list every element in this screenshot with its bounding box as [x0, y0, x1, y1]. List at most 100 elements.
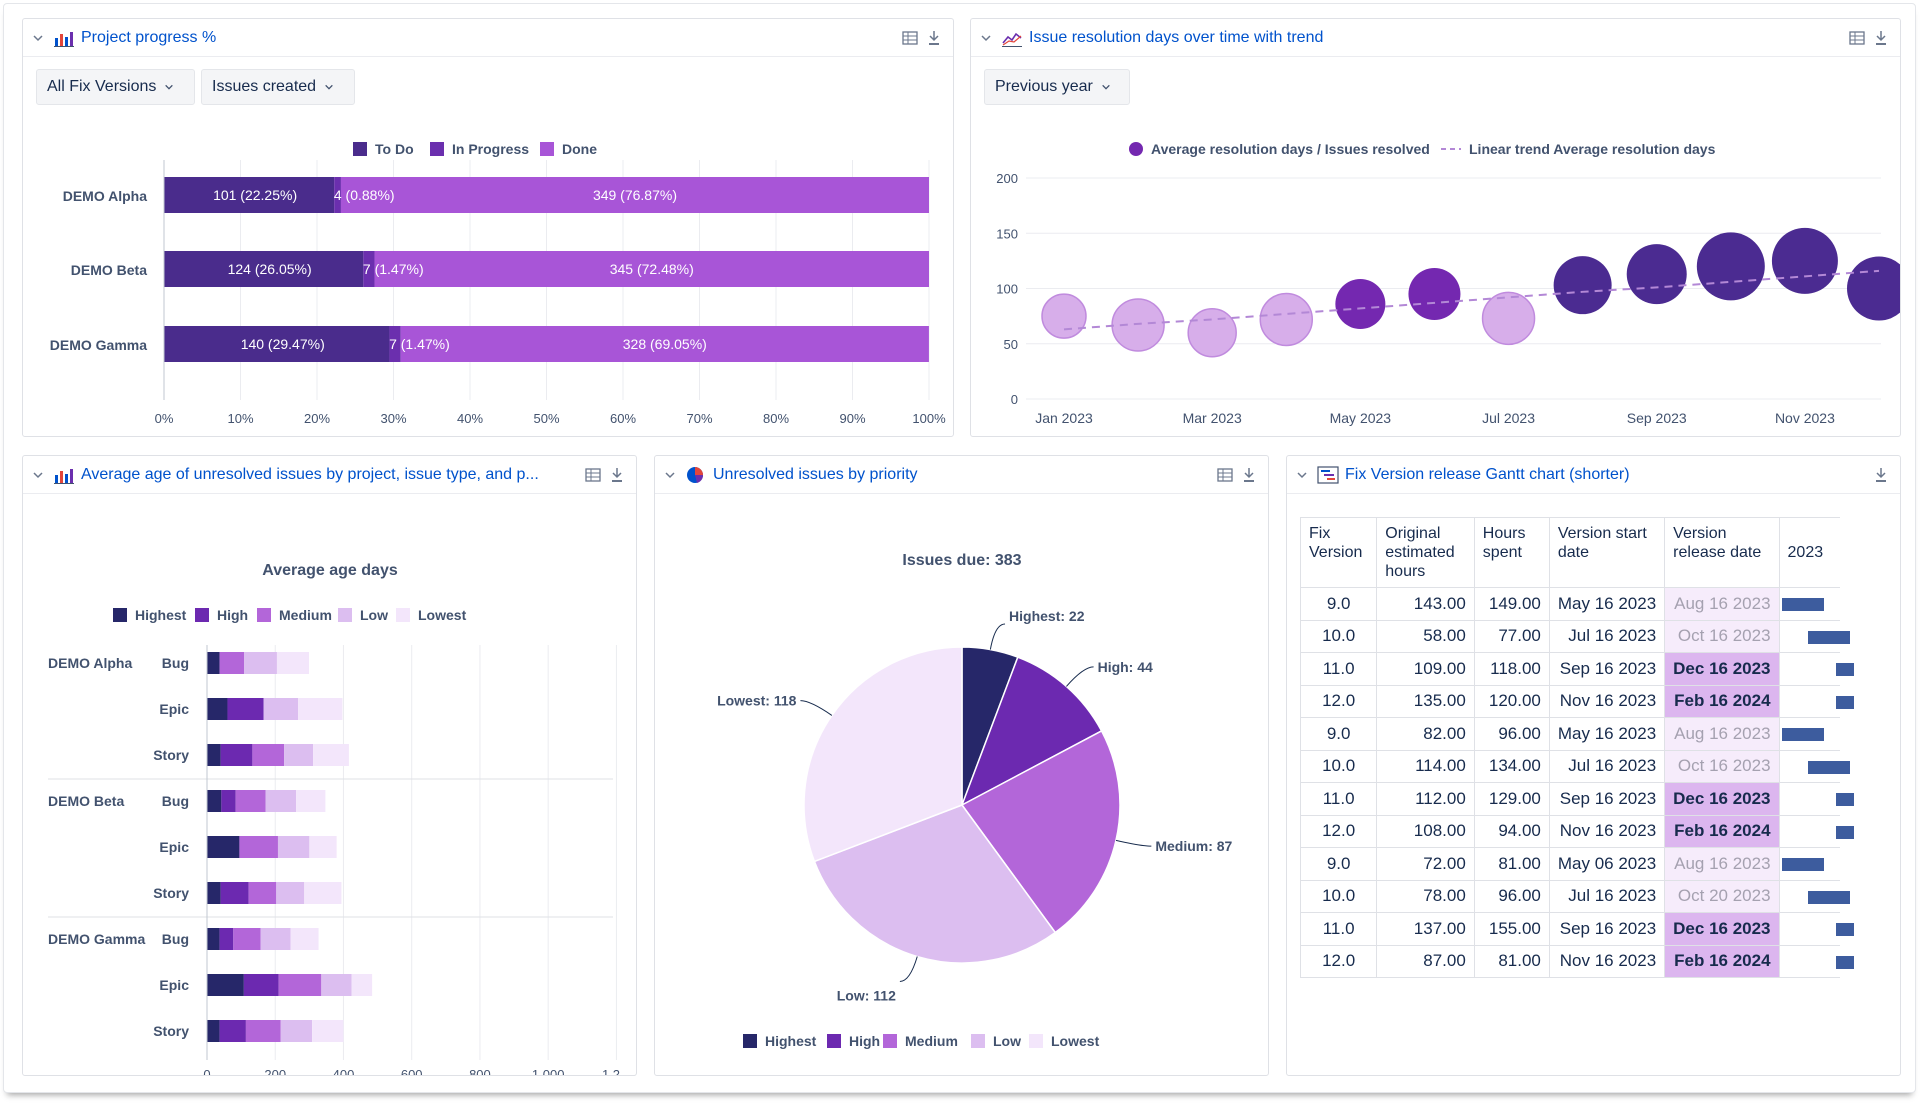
bar-segment[interactable]: [207, 928, 220, 950]
bar-segment[interactable]: [309, 836, 337, 858]
bar-segment[interactable]: [321, 974, 352, 996]
bar-segment[interactable]: [239, 836, 278, 858]
download-icon[interactable]: [1872, 29, 1890, 47]
chevron-down-icon[interactable]: [31, 31, 45, 45]
table-view-icon[interactable]: [584, 466, 602, 484]
bubble-point[interactable]: [1259, 292, 1314, 347]
bubble-point[interactable]: [1696, 232, 1765, 301]
timeline-bar[interactable]: [1835, 923, 1854, 936]
bubble-point[interactable]: [1408, 268, 1461, 321]
bar-segment[interactable]: [363, 251, 375, 287]
bar-segment[interactable]: [277, 836, 310, 858]
timeline-bar[interactable]: [1807, 890, 1850, 904]
bar-segment[interactable]: [245, 1020, 281, 1042]
timeline-bar[interactable]: [1835, 793, 1854, 806]
bar-segment[interactable]: [252, 744, 285, 766]
timeline-bar[interactable]: [1807, 630, 1850, 644]
legend-item[interactable]: Highest: [113, 607, 187, 623]
legend-item[interactable]: Linear trend Average resolution days: [1441, 141, 1716, 157]
legend-item[interactable]: Done: [540, 141, 597, 157]
legend-item[interactable]: Medium: [257, 607, 332, 623]
bar-segment[interactable]: [312, 1020, 344, 1042]
panel-title[interactable]: Average age of unresolved issues by proj…: [81, 465, 539, 483]
gantt-row[interactable]: 12.0 108.00 94.00 Nov 16 2023 Feb 16 2024: [1299, 814, 1854, 848]
gantt-row[interactable]: 11.0 137.00 155.00 Sep 16 2023 Dec 16 2023: [1299, 912, 1854, 946]
bar-segment[interactable]: [227, 698, 264, 720]
bubble-point[interactable]: [1626, 244, 1687, 305]
issues-created-dropdown[interactable]: Issues created: [201, 69, 355, 105]
bar-segment[interactable]: [164, 251, 364, 287]
bar-segment[interactable]: [207, 882, 221, 904]
bubble-point[interactable]: [1481, 291, 1536, 346]
pie-slice[interactable]: [960, 656, 1103, 807]
download-icon[interactable]: [1240, 466, 1258, 484]
bubble-point[interactable]: [1771, 227, 1838, 294]
legend-item[interactable]: Highest: [743, 1033, 817, 1049]
timeline-bar[interactable]: [1781, 598, 1824, 611]
pie-slice[interactable]: [960, 729, 1121, 934]
timeline-bar[interactable]: [1781, 858, 1824, 871]
bar-segment[interactable]: [164, 326, 390, 362]
download-icon[interactable]: [608, 466, 626, 484]
bar-segment[interactable]: [276, 652, 310, 674]
bar-segment[interactable]: [233, 928, 261, 950]
bar-segment[interactable]: [207, 790, 222, 812]
download-icon[interactable]: [925, 29, 943, 47]
bar-segment[interactable]: [389, 326, 401, 362]
bar-segment[interactable]: [243, 974, 279, 996]
panel-title[interactable]: Fix Version release Gantt chart (shorter…: [1345, 465, 1630, 483]
bar-segment[interactable]: [219, 1020, 246, 1042]
timeline-bar[interactable]: [1835, 955, 1854, 969]
bar-segment[interactable]: [244, 652, 277, 674]
gantt-row[interactable]: 11.0 112.00 129.00 Sep 16 2023 Dec 16 2023: [1299, 782, 1854, 816]
bar-segment[interactable]: [219, 928, 234, 950]
panel-title[interactable]: Issue resolution days over time with tre…: [1029, 28, 1324, 46]
gantt-row[interactable]: 12.0 87.00 81.00 Nov 16 2023 Feb 16 2024: [1299, 944, 1854, 978]
bar-segment[interactable]: [290, 928, 319, 950]
bar-segment[interactable]: [207, 744, 221, 766]
legend-item[interactable]: Average resolution days / Issues resolve…: [1129, 141, 1430, 157]
timeline-bar[interactable]: [1781, 728, 1824, 741]
bar-segment[interactable]: [284, 744, 314, 766]
table-view-icon[interactable]: [1848, 29, 1866, 47]
download-icon[interactable]: [1872, 466, 1890, 484]
gantt-row[interactable]: 9.0 143.00 149.00 May 16 2023 Aug 16 2023: [1299, 587, 1840, 621]
panel-title[interactable]: Project progress %: [81, 28, 217, 46]
bar-segment[interactable]: [207, 1020, 220, 1042]
bar-segment[interactable]: [263, 698, 299, 720]
legend-item[interactable]: Low: [971, 1033, 1021, 1049]
bubble-point[interactable]: [1187, 307, 1237, 358]
bar-segment[interactable]: [298, 698, 343, 720]
gantt-row[interactable]: 9.0 82.00 96.00 May 16 2023 Aug 16 2023: [1299, 717, 1840, 751]
bar-segment[interactable]: [207, 836, 240, 858]
bar-segment[interactable]: [278, 974, 322, 996]
period-dropdown[interactable]: Previous year: [984, 69, 1130, 105]
legend-item[interactable]: Low: [338, 607, 388, 623]
bar-segment[interactable]: [400, 326, 929, 362]
bar-segment[interactable]: [221, 790, 236, 812]
bar-segment[interactable]: [207, 974, 244, 996]
legend-item[interactable]: High: [195, 607, 248, 623]
bar-segment[interactable]: [220, 744, 253, 766]
chevron-down-icon[interactable]: [979, 31, 993, 45]
bar-segment[interactable]: [164, 177, 335, 213]
timeline-bar[interactable]: [1807, 760, 1850, 774]
table-view-icon[interactable]: [901, 29, 919, 47]
bubble-point[interactable]: [1847, 256, 1901, 321]
legend-item[interactable]: In Progress: [430, 141, 529, 157]
bar-segment[interactable]: [260, 928, 291, 950]
bar-segment[interactable]: [304, 882, 342, 904]
timeline-bar[interactable]: [1835, 825, 1854, 839]
legend-item[interactable]: Lowest: [396, 607, 467, 623]
bar-segment[interactable]: [207, 698, 228, 720]
chevron-down-icon[interactable]: [1295, 468, 1309, 482]
legend-item[interactable]: Medium: [883, 1033, 958, 1049]
bar-segment[interactable]: [235, 790, 266, 812]
gantt-row[interactable]: 9.0 72.00 81.00 May 06 2023 Aug 16 2023: [1299, 847, 1840, 881]
legend-item[interactable]: Lowest: [1029, 1033, 1100, 1049]
bar-segment[interactable]: [248, 882, 277, 904]
bar-segment[interactable]: [296, 790, 326, 812]
bubble-point[interactable]: [1335, 278, 1386, 329]
bar-segment[interactable]: [219, 652, 245, 674]
timeline-bar[interactable]: [1835, 695, 1854, 709]
